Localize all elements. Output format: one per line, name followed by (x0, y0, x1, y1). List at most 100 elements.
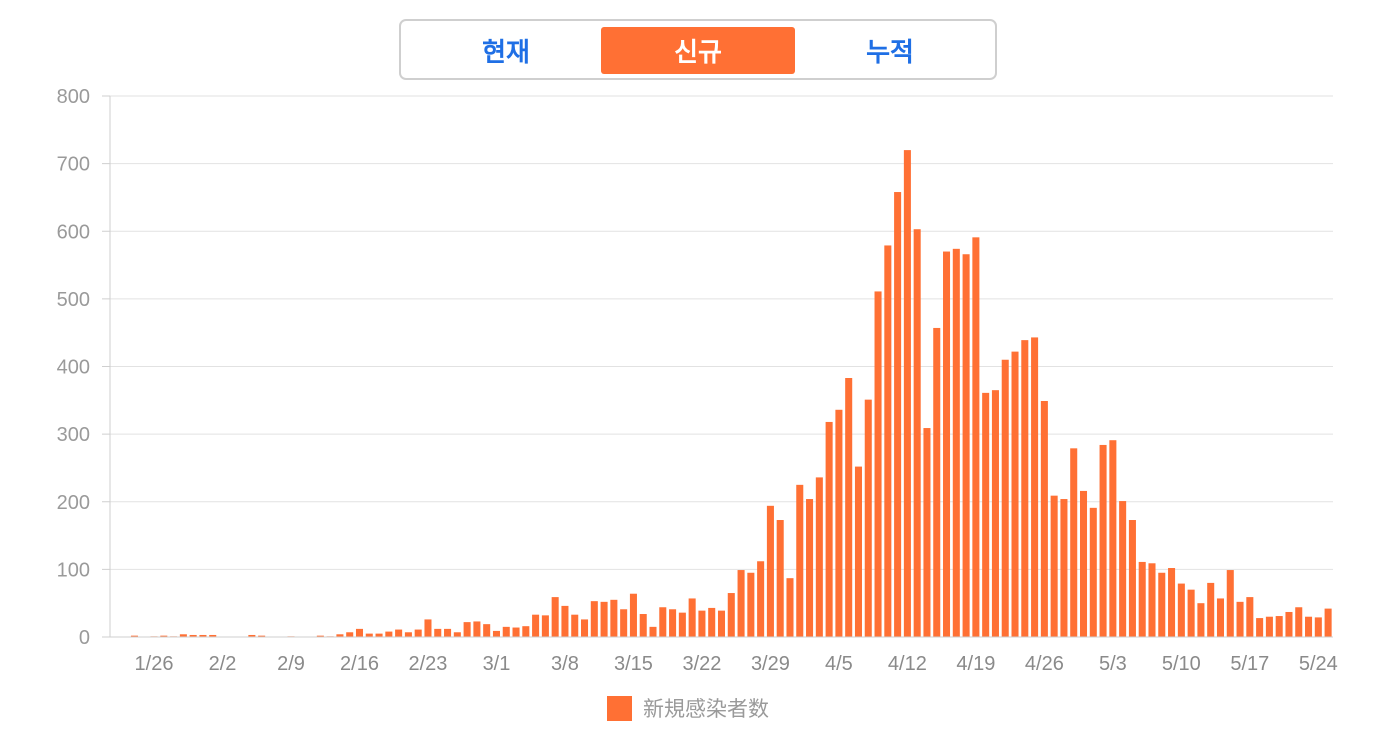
bar (1265, 616, 1273, 637)
bar (424, 619, 432, 637)
y-tick-label: 700 (57, 154, 90, 176)
y-tick-label: 800 (57, 86, 90, 108)
bar (1138, 561, 1146, 637)
bar (854, 466, 862, 637)
bar (796, 484, 804, 637)
bar (385, 631, 393, 637)
bar (453, 632, 461, 637)
x-tick-label: 5/24 (1299, 653, 1338, 675)
bar (492, 630, 500, 637)
bar (1099, 444, 1107, 637)
bar (620, 609, 628, 637)
x-tick-label: 3/1 (483, 653, 511, 675)
bar (1256, 618, 1264, 637)
x-tick-label: 2/9 (277, 653, 305, 675)
bar (952, 248, 960, 637)
bar (786, 578, 794, 637)
legend-swatch (607, 695, 632, 721)
bar (1275, 616, 1283, 637)
bar (1021, 340, 1029, 637)
bar (972, 237, 980, 637)
bar (1216, 598, 1224, 637)
bar (1246, 597, 1254, 637)
bar (864, 399, 872, 637)
x-tick-labels: 1/26 2/2 2/9 2/16 2/23 3/1 3/8 3/15 3/22 3/29 4/5 4… (135, 653, 1338, 675)
bar (727, 593, 735, 637)
bar (659, 607, 667, 637)
bar (1079, 490, 1088, 637)
tab-cumulative[interactable]: 누적 (866, 38, 914, 68)
bar (1285, 611, 1293, 637)
bar (1197, 603, 1205, 637)
x-tick-label: 5/3 (1099, 653, 1127, 675)
x-tick-label: 2/2 (209, 653, 237, 675)
bar (179, 634, 187, 637)
bar (610, 599, 618, 637)
y-tick-label: 400 (57, 357, 90, 379)
y-tick-labels: 0 100 200 300 400 500 600 700 800 (57, 86, 90, 649)
x-tick-label: 3/22 (682, 653, 721, 675)
bar (982, 392, 990, 637)
bar (688, 598, 696, 637)
bar (629, 593, 637, 637)
bar (1031, 337, 1039, 637)
x-tick-label: 5/10 (1162, 653, 1201, 675)
bar (551, 597, 559, 637)
bar (1314, 617, 1322, 637)
y-tick-label: 500 (57, 289, 90, 311)
bar (991, 390, 999, 637)
bar (414, 629, 422, 637)
bar (463, 622, 471, 637)
x-tick-label: 4/12 (888, 653, 927, 675)
bar (590, 601, 598, 637)
bar (825, 421, 833, 637)
bar (806, 499, 814, 637)
bar (473, 621, 481, 637)
bar (1158, 572, 1166, 637)
bar (835, 409, 843, 637)
bar (766, 505, 774, 637)
bar (815, 477, 823, 637)
bar (1305, 616, 1313, 637)
bar (355, 628, 364, 637)
bar (1226, 570, 1234, 637)
x-tick-label: 5/17 (1230, 653, 1269, 675)
x-tick-label: 3/8 (551, 653, 579, 675)
bar (571, 614, 579, 637)
bar (737, 570, 745, 637)
gridlines (102, 95, 1333, 638)
bar (1236, 601, 1244, 637)
bar (894, 192, 902, 637)
bar (1119, 501, 1127, 637)
bar (913, 229, 921, 637)
bar-chart: 0 100 200 300 400 500 600 700 800 1/26 2/2 2/9 2/16… (57, 86, 1338, 675)
bar (346, 632, 354, 637)
bar (316, 635, 324, 637)
bar (365, 633, 373, 637)
bar (1040, 400, 1048, 637)
y-tick-label: 600 (57, 221, 90, 243)
x-tick-label: 4/5 (825, 653, 853, 675)
bar (258, 635, 266, 637)
y-tick-label: 200 (57, 492, 90, 514)
bar (845, 378, 853, 637)
bar (1050, 495, 1058, 637)
x-tick-label: 1/26 (135, 653, 174, 675)
bar (776, 520, 784, 637)
axes (109, 96, 1333, 638)
bar (708, 607, 716, 637)
bar (649, 626, 657, 637)
bar (678, 612, 686, 637)
legend-label: 新規感染者数 (643, 697, 769, 721)
bar (444, 628, 452, 637)
bar (189, 634, 197, 637)
bar (434, 628, 442, 637)
bar (532, 614, 540, 637)
bar (669, 609, 677, 637)
tab-new[interactable]: 신규 (601, 27, 795, 74)
bar (1324, 608, 1332, 637)
bar (502, 626, 510, 637)
y-tick-label: 100 (57, 559, 90, 581)
tab-current[interactable]: 현재 (482, 38, 530, 68)
bar (1207, 582, 1215, 637)
